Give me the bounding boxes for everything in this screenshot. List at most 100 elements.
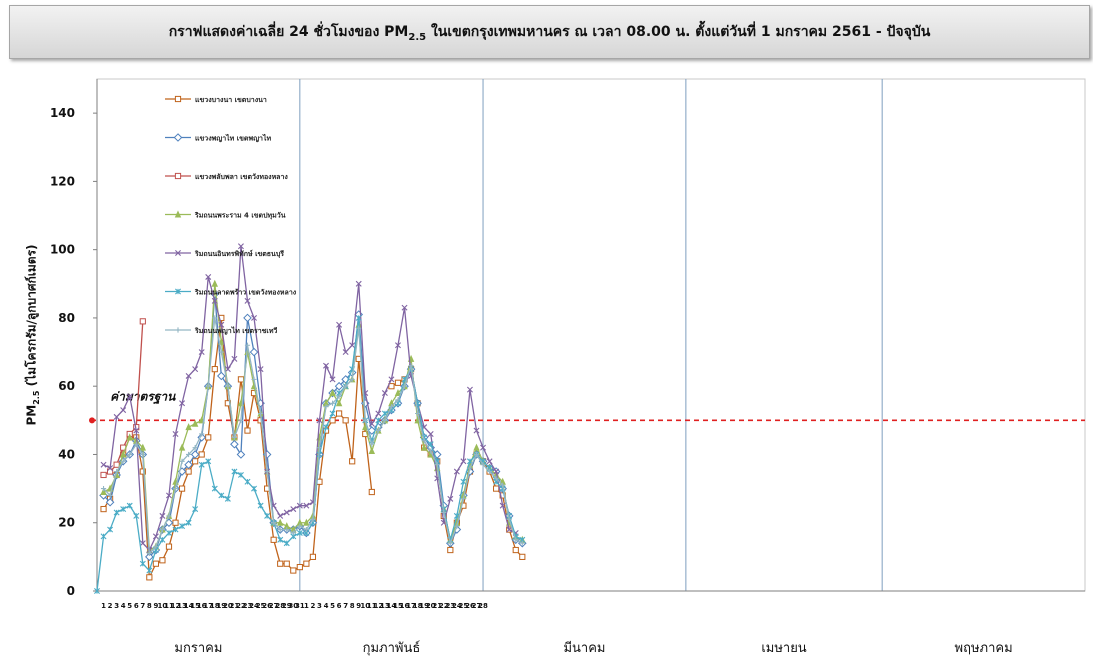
legend-marker xyxy=(174,172,182,180)
series-point-2 xyxy=(105,497,115,507)
series-point-1 xyxy=(152,560,159,567)
series-point-6 xyxy=(165,529,172,536)
series-point-2 xyxy=(367,426,377,435)
series-point-7 xyxy=(316,445,323,451)
series-point-6 xyxy=(323,424,329,431)
series-point-7 xyxy=(388,404,395,410)
series-point-2 xyxy=(217,371,226,381)
x-tick-label: 6 xyxy=(337,602,342,610)
x-tick-label: 21 xyxy=(432,602,442,610)
x-tick-label: 10 xyxy=(360,602,370,610)
series-point-4 xyxy=(126,433,133,441)
series-point-1 xyxy=(303,560,310,567)
x-tick-label: 28 xyxy=(478,602,488,610)
series-point-5 xyxy=(506,526,513,533)
series-point-7 xyxy=(218,349,224,355)
x-tick-label: 9 xyxy=(356,602,361,610)
x-tick-label: 8 xyxy=(350,602,355,610)
series-point-6 xyxy=(192,506,199,513)
series-point-7 xyxy=(382,417,388,423)
series-point-1 xyxy=(447,546,454,554)
series-point-7 xyxy=(401,383,408,389)
series-point-1 xyxy=(270,536,277,543)
x-tick-label: 11 xyxy=(164,602,174,610)
series-point-5 xyxy=(159,512,166,519)
y-tick-label: 140 xyxy=(50,106,75,120)
series-point-5 xyxy=(296,502,303,509)
series-point-7 xyxy=(329,400,336,406)
series-point-7 xyxy=(271,520,277,526)
series-point-4 xyxy=(473,443,480,451)
series-point-1 xyxy=(296,564,303,571)
series-point-1 xyxy=(159,557,166,564)
series-point-1 xyxy=(368,488,375,496)
series-point-5 xyxy=(283,509,290,516)
series-point-1 xyxy=(349,458,356,465)
series-point-7 xyxy=(343,383,349,389)
series-point-6 xyxy=(218,492,225,499)
chart-title: กราฟแสดงค่าเฉลี่ย 24 ชั่วโมงของ PM2.5 ใน… xyxy=(168,24,931,43)
x-tick-label: 16 xyxy=(197,602,207,610)
series-point-1 xyxy=(244,427,251,434)
x-tick-label: 10 xyxy=(158,602,168,610)
series-point-1 xyxy=(283,560,290,567)
series-point-1 xyxy=(205,434,212,441)
y-tick-label: 80 xyxy=(58,311,75,325)
legend-label: ริมถนนลาดพร้าว เขตวังทองหลาง xyxy=(194,288,297,297)
series-point-7 xyxy=(186,451,192,458)
series-point-5 xyxy=(165,492,172,499)
series-point-7 xyxy=(107,492,113,499)
x-tick-label: 14 xyxy=(184,602,194,610)
series-point-5 xyxy=(277,512,284,519)
series-point-7 xyxy=(231,434,238,440)
series-point-5 xyxy=(342,349,349,356)
x-tick-label: 21 xyxy=(230,602,240,610)
series-point-7 xyxy=(114,468,120,475)
series-point-4 xyxy=(276,518,284,526)
series-point-5 xyxy=(224,366,231,373)
series-point-5 xyxy=(172,430,179,437)
legend-label: แขวงพญาไท เขตพญาไท xyxy=(195,134,271,143)
series-point-6 xyxy=(283,540,290,547)
legend-marker xyxy=(175,250,181,256)
series-point-5 xyxy=(473,427,480,434)
series-point-7 xyxy=(153,544,159,550)
series-point-5 xyxy=(179,400,186,407)
series-point-6 xyxy=(198,461,205,468)
x-tick-label: 14 xyxy=(387,602,397,610)
series-point-7 xyxy=(133,441,139,447)
series-point-1 xyxy=(172,519,179,526)
x-tick-label: 13 xyxy=(380,602,390,610)
x-tick-label: 1 xyxy=(304,602,309,610)
x-tick-label: 27 xyxy=(269,602,279,610)
series-point-7 xyxy=(467,465,473,471)
series-point-7 xyxy=(519,540,525,546)
x-tick-label: 22 xyxy=(439,602,449,610)
series-point-2 xyxy=(249,347,259,357)
series-line-1 xyxy=(102,317,523,580)
x-tick-label: 28 xyxy=(275,602,285,610)
series-point-1 xyxy=(290,567,297,574)
legend-marker xyxy=(174,210,182,218)
legend-marker xyxy=(175,327,181,333)
series-point-1 xyxy=(394,379,402,386)
chart-title-box: กราฟแสดงค่าเฉลี่ย 24 ชั่วโมงของ PM2.5 ใน… xyxy=(9,5,1090,59)
x-tick-label: 5 xyxy=(127,602,132,610)
series-point-7 xyxy=(369,441,375,447)
series-point-5 xyxy=(447,495,454,502)
month-label: เมษายน xyxy=(761,641,806,656)
series-point-5 xyxy=(290,506,297,513)
series-point-5 xyxy=(251,314,258,321)
series-point-4 xyxy=(420,443,428,451)
series-point-5 xyxy=(499,502,506,509)
series-point-7 xyxy=(486,468,493,475)
series-point-5 xyxy=(218,321,225,328)
series-point-5 xyxy=(192,366,199,373)
series-point-5 xyxy=(198,349,205,356)
series-point-7 xyxy=(493,475,499,481)
series-point-3 xyxy=(139,318,146,325)
series-point-1 xyxy=(192,458,199,465)
series-point-5 xyxy=(113,413,120,420)
series-point-5 xyxy=(493,468,500,475)
series-point-5 xyxy=(375,410,382,417)
